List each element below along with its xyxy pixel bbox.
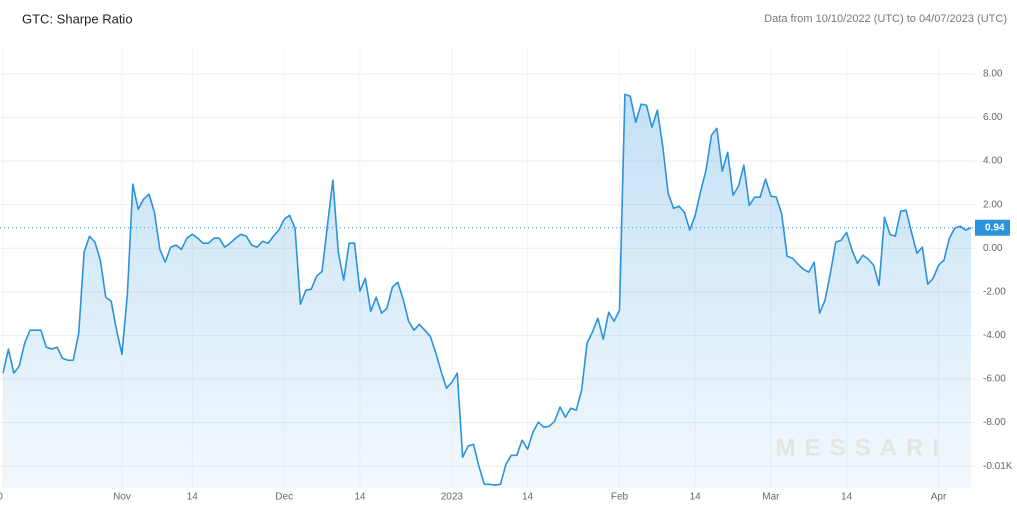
x-tick-label: 14 (841, 492, 853, 503)
y-tick-label: 2.00 (983, 199, 1003, 210)
x-tick-label: 2023 (441, 492, 464, 503)
y-tick-label: -2.00 (983, 286, 1006, 297)
last-value-label: 0.94 (985, 222, 1005, 233)
y-tick-label: -4.00 (983, 330, 1006, 341)
y-tick-label: -0.01K (983, 461, 1013, 472)
y-tick-label: 6.00 (983, 112, 1003, 123)
y-tick-label: 4.00 (983, 156, 1003, 167)
y-tick-label: -8.00 (983, 417, 1006, 428)
line (2, 93, 972, 486)
y-tick-label: 8.00 (983, 68, 1003, 79)
y-tick-label: -6.00 (983, 374, 1006, 385)
x-tick-label: Mar (762, 492, 780, 503)
x-tick-label: 14 (690, 492, 702, 503)
chart-title: GTC: Sharpe Ratio (22, 11, 133, 26)
plot-area (0, 45, 975, 488)
area (3, 94, 971, 488)
x-tick-label: 14 (522, 492, 534, 503)
chart-subtitle: Data from 10/10/2022 (UTC) to 04/07/2023… (764, 13, 1007, 25)
y-tick-label: 0.00 (983, 243, 1003, 254)
x-tick-label: 14 (354, 492, 366, 503)
watermark: MESSARI (776, 434, 948, 461)
x-tick-label: 10 (0, 492, 3, 503)
x-tick-label: Feb (611, 492, 629, 503)
last-value-tag (975, 219, 1010, 236)
x-tick-label: Nov (113, 492, 131, 503)
x-tick-label: 14 (187, 492, 199, 503)
x-tick-label: Apr (931, 492, 947, 503)
x-tick-label: Dec (275, 492, 293, 503)
